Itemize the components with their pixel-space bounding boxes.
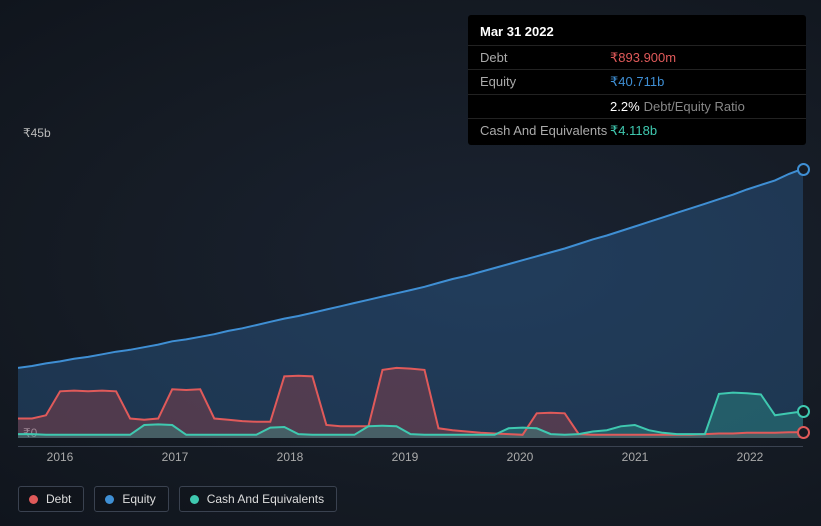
legend-dot-icon [105,495,114,504]
tooltip-row: Equity₹40.711b [468,69,806,94]
tooltip-label: Equity [480,73,610,91]
x-axis-label: 2016 [47,450,74,464]
tooltip-value: ₹40.711b [610,73,664,91]
x-axis-label: 2017 [162,450,189,464]
series-end-marker-debt [797,426,810,439]
legend-item-debt[interactable]: Debt [18,486,84,512]
legend-label: Cash And Equivalents [207,492,324,506]
tooltip-label [480,98,610,116]
x-axis-baseline [18,446,803,447]
x-axis-label: 2019 [392,450,419,464]
tooltip-label: Debt [480,49,610,67]
tooltip-row: Cash And Equivalents₹4.118b [468,118,806,143]
series-end-marker-equity [797,163,810,176]
x-axis-label: 2018 [277,450,304,464]
tooltip-title: Mar 31 2022 [468,17,806,45]
chart-svg [18,146,803,438]
tooltip-value: ₹4.118b [610,122,657,140]
legend-item-cash-and-equivalents[interactable]: Cash And Equivalents [179,486,337,512]
legend-item-equity[interactable]: Equity [94,486,168,512]
legend-label: Debt [46,492,71,506]
tooltip-value: ₹893.900m [610,49,676,67]
tooltip-row: 2.2%Debt/Equity Ratio [468,94,806,119]
tooltip-extra: Debt/Equity Ratio [644,98,745,116]
x-axis-label: 2022 [737,450,764,464]
tooltip-label: Cash And Equivalents [480,122,610,140]
x-axis-label: 2021 [622,450,649,464]
legend: Debt Equity Cash And Equivalents [18,486,337,512]
legend-dot-icon [29,495,38,504]
chart-tooltip: Mar 31 2022Debt₹893.900mEquity₹40.711b2.… [468,15,806,145]
tooltip-value: 2.2% [610,98,640,116]
series-end-marker-cash [797,405,810,418]
legend-label: Equity [122,492,155,506]
chart-plot-area [18,146,803,438]
x-axis-label: 2020 [507,450,534,464]
y-axis-label: ₹45b [23,126,51,140]
legend-dot-icon [190,495,199,504]
tooltip-row: Debt₹893.900m [468,45,806,70]
